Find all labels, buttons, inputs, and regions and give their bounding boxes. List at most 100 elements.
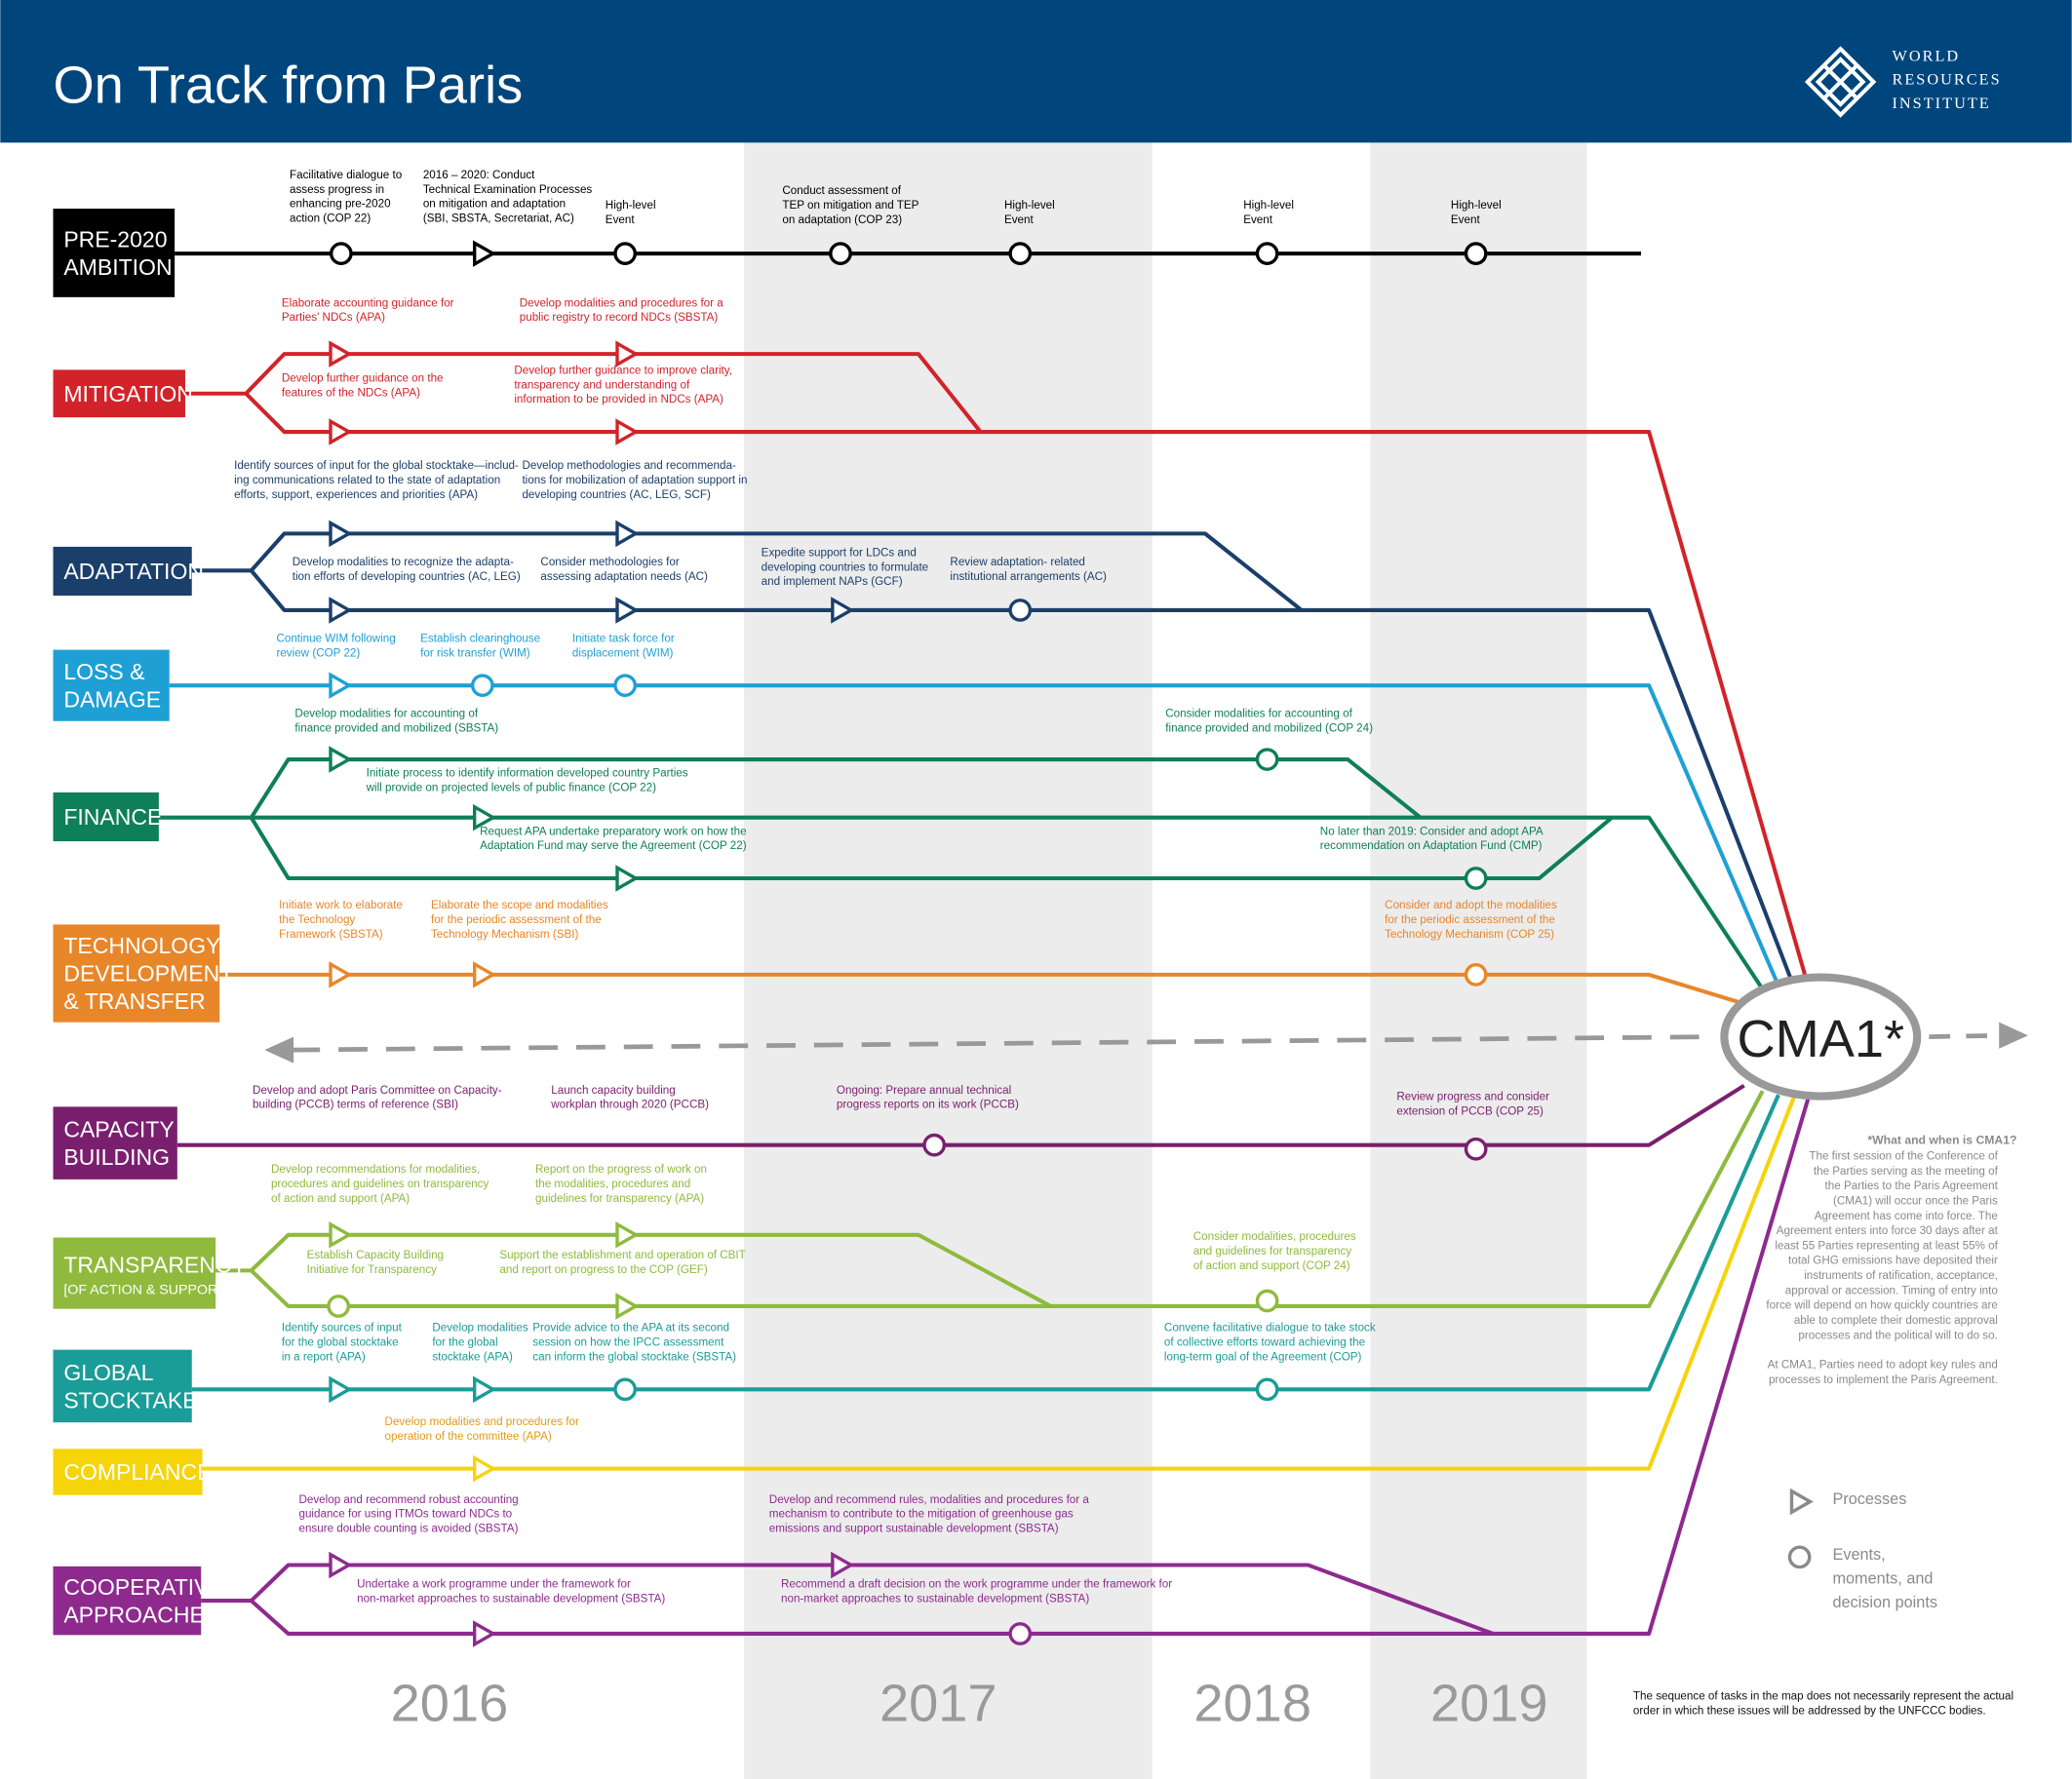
center-node xyxy=(1720,973,1922,1101)
track-label-line: MITIGATION xyxy=(63,381,193,406)
item-text-line: Consider and adopt the modalities xyxy=(1385,899,1557,911)
item-text-line: tions for mobilization of adaptation sup… xyxy=(522,474,747,486)
track xyxy=(53,1106,177,1180)
track-label-line: TECHNOLOGY xyxy=(63,933,220,958)
item-text-line: developing countries to formulate xyxy=(762,561,928,573)
item-text-line: Establish Capacity Building xyxy=(307,1249,444,1261)
item-text-line: on mitigation and adaptation xyxy=(423,198,566,211)
track-line xyxy=(249,757,1423,820)
item-text: Develop modalities and procedures for a p… xyxy=(520,296,724,324)
item-text: High-level Event xyxy=(606,199,656,226)
event-marker xyxy=(1255,242,1279,265)
item-text-line: Develop modalities and procedures for xyxy=(385,1415,579,1428)
track xyxy=(53,1349,192,1423)
item-text: Ongoing: Prepare annual technical progres… xyxy=(837,1084,1019,1111)
track-label-box xyxy=(53,1349,192,1423)
track-label-line: GLOBAL xyxy=(63,1360,153,1385)
item-text-line: Develop methodologies and recommenda- xyxy=(522,459,735,472)
item-text-line: Expedite support for LDCs and xyxy=(762,546,917,559)
year-label: 2019 xyxy=(1430,1674,1548,1732)
item-text-line: Develop recommendations for modalities, xyxy=(271,1163,480,1176)
year-label: 2018 xyxy=(1193,1674,1311,1732)
item-text-line: Elaborate accounting guidance for xyxy=(282,296,454,309)
event-marker xyxy=(1787,1545,1812,1569)
track xyxy=(53,924,220,1023)
item-text-line: displacement (WIM) xyxy=(572,646,674,659)
item-text-line: Facilitative dialogue to xyxy=(290,169,402,181)
item-text: Report on the progress of work on the mod… xyxy=(535,1163,707,1205)
track-label-line: & TRANSFER xyxy=(63,988,205,1014)
track-label-line: APPROACHES xyxy=(63,1602,219,1627)
track-label-box xyxy=(53,546,192,597)
item-text-line: assess progress in xyxy=(290,183,384,196)
track-label-line: FINANCE xyxy=(63,804,162,830)
item-text-line: Consider modalities for accounting of xyxy=(1165,708,1352,720)
title: On Track from Paris xyxy=(53,57,523,115)
legend-text-line: Events, xyxy=(1832,1546,1885,1564)
process-marker xyxy=(615,1293,640,1320)
track-line xyxy=(250,1095,1812,1636)
track-label: COOPERATIVE APPROACHES xyxy=(63,1574,224,1627)
event-marker xyxy=(613,674,637,698)
item-text: Develop further guidance on the features … xyxy=(282,372,444,400)
legend-text-line: moments, and xyxy=(1832,1569,1933,1587)
track-label-line: PRE-2020 xyxy=(63,226,167,251)
item-text-line: developing countries (AC, LEG, SCF) xyxy=(522,488,711,501)
item-text-line: Conduct assessment of xyxy=(782,184,901,197)
process-marker xyxy=(615,1221,640,1249)
item-text-line: Event xyxy=(606,213,636,226)
track-label-line: TRANSPARENCY xyxy=(63,1253,247,1278)
track-sublabel: [OF ACTION & SUPPORT] xyxy=(63,1282,229,1297)
process-marker xyxy=(1789,1488,1814,1516)
note-text-line: The first session of the Conference of xyxy=(1809,1150,1998,1163)
track-label-box xyxy=(53,1237,216,1309)
track-label-line: COOPERATIVE xyxy=(63,1574,224,1600)
track xyxy=(53,649,170,721)
legend-text-line: decision points xyxy=(1832,1594,1937,1611)
item-text-line: stocktake (APA) xyxy=(432,1351,513,1364)
item-text-line: Technology Mechanism (SBI) xyxy=(431,928,579,941)
event-marker xyxy=(470,674,494,698)
item-text: 2016 – 2020: Conduct Technical Examinatio… xyxy=(423,169,593,225)
item-text-line: Elaborate the scope and modalities xyxy=(431,899,608,911)
item-text-line: Event xyxy=(1243,213,1273,226)
track-line xyxy=(202,1095,1797,1471)
item-text-line: 2016 – 2020: Conduct xyxy=(423,169,535,181)
track-label: PRE-2020 AMBITION xyxy=(63,226,172,279)
note-text-line: least 55 Parties representing at least 5… xyxy=(1775,1239,1998,1252)
track-label: ADAPTATION xyxy=(63,559,204,584)
note-text-line: processes to implement the Paris Agreeme… xyxy=(1769,1373,1998,1386)
item-text-line: emissions and support sustainable develo… xyxy=(769,1523,1059,1535)
footnote-line: order in which these issues will be addr… xyxy=(1633,1705,1986,1718)
item-text-line: Identify sources of input xyxy=(282,1322,403,1334)
item-text-line: Develop modalities to recognize the adap… xyxy=(293,556,514,568)
item-text: Develop and recommend robust accounting g… xyxy=(298,1493,518,1535)
track-label: CAPACITY BUILDING xyxy=(63,1117,174,1170)
note-text-line: the Parties to the Paris Agreement xyxy=(1825,1180,1999,1192)
track: [OF ACTION & SUPPORT] xyxy=(53,1237,230,1309)
item-text-line: on adaptation (COP 23) xyxy=(782,213,902,226)
process-marker xyxy=(615,597,640,624)
item-text: Provide advice to the APA at its second s… xyxy=(532,1322,736,1364)
item-text-line: Report on the progress of work on xyxy=(535,1163,707,1176)
item-text: Request APA undertake preparatory work o… xyxy=(480,825,747,852)
item-text: Recommend a draft decision on the work p… xyxy=(781,1578,1172,1605)
event-marker xyxy=(1464,1137,1488,1161)
year-label: 2016 xyxy=(391,1674,509,1732)
event-marker xyxy=(329,242,353,265)
track-line xyxy=(158,815,1770,999)
track-label-box xyxy=(53,1449,203,1495)
note-text-line: processes and the political will to do s… xyxy=(1798,1329,1997,1341)
item-text-line: institutional arrangements (AC) xyxy=(950,570,1107,583)
item-text-line: non-market approaches to sustainable dev… xyxy=(781,1592,1089,1605)
note-text-line: Agreement enters into force 30 days afte… xyxy=(1777,1224,1999,1237)
item-text-line: Technical Examination Processes xyxy=(423,183,593,196)
item-text: High-level Event xyxy=(1451,199,1502,226)
process-marker xyxy=(472,1454,497,1483)
item-text-line: Develop further guidance to improve clar… xyxy=(514,364,732,376)
item-text-line: procedures and guidelines on transparenc… xyxy=(271,1178,489,1190)
item-text: Consider modalities for accounting of fin… xyxy=(1165,708,1373,735)
item-text-line: mechanism to contribute to the mitigatio… xyxy=(769,1508,1074,1521)
year-band xyxy=(744,142,1153,1779)
process-marker xyxy=(472,803,497,831)
